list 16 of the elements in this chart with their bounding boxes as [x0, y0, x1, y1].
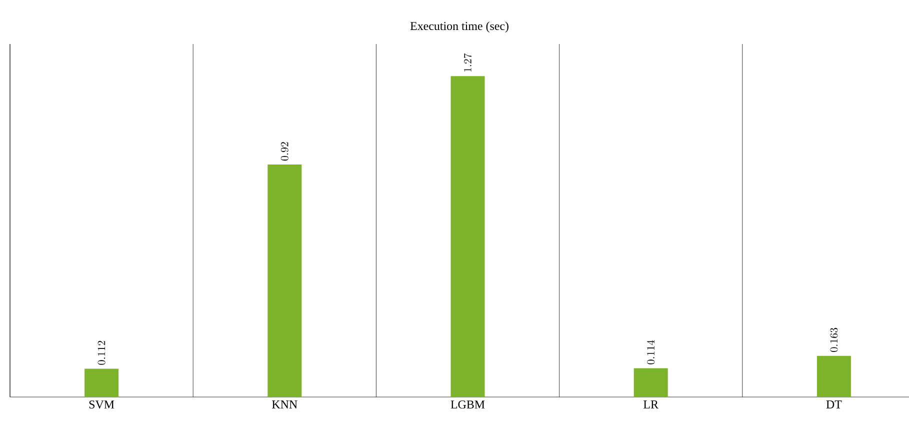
bar	[84, 368, 119, 397]
data-label: 1 .27	[464, 53, 472, 72]
x-tick-label: KNN	[272, 400, 298, 408]
x-tick-label: LR	[644, 400, 658, 408]
data-label: 0. 114	[646, 340, 655, 364]
bar	[816, 356, 851, 397]
data-label: 0. 163	[830, 328, 838, 352]
x-tick-label: LGBM	[450, 400, 485, 409]
data-label: 0.92	[280, 142, 288, 161]
bar	[268, 164, 302, 397]
x-tick-label: SVM	[89, 400, 114, 409]
data-label: 0. 112	[98, 340, 106, 365]
x-tick-label: DT	[826, 400, 842, 408]
bar	[634, 368, 668, 397]
chart-title: Execution time (sec)	[410, 22, 508, 32]
bar	[450, 76, 485, 397]
